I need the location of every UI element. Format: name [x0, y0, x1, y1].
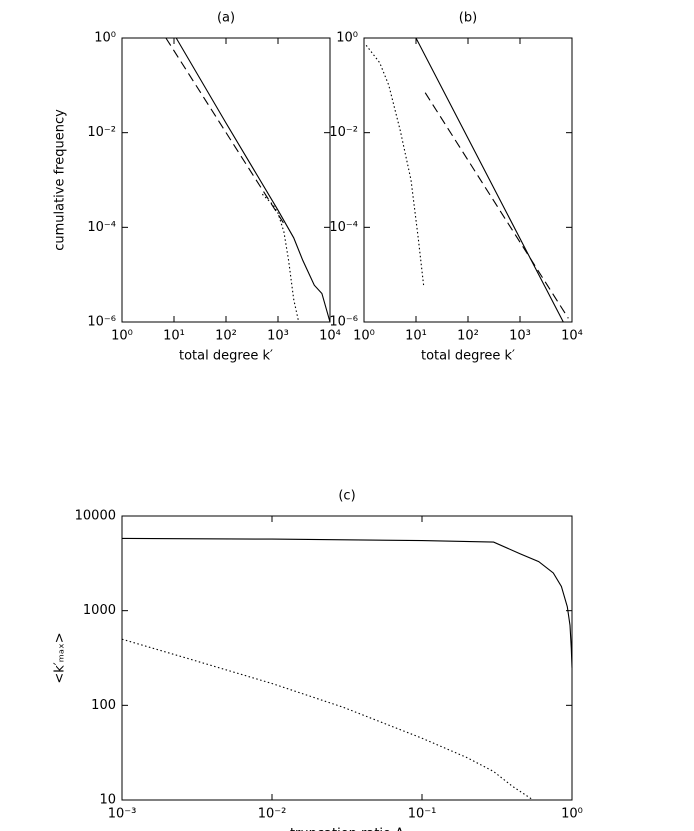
y-tick-label: 10⁰ — [336, 31, 358, 46]
data-line — [122, 37, 331, 323]
y-tick-label: 10⁻⁶ — [87, 315, 116, 330]
y-tick-label: 10⁻⁶ — [329, 315, 358, 330]
x-tick-label: 10⁻² — [258, 807, 287, 822]
y-tick-label: 10 — [99, 793, 116, 808]
chart-title: (c) — [338, 489, 355, 504]
x-tick-label: 10³ — [267, 329, 289, 344]
data-line — [365, 44, 425, 286]
y-tick-label: 10⁻² — [329, 125, 358, 140]
x-tick-label: 10³ — [509, 329, 531, 344]
y-tick-label: 10⁻⁴ — [329, 220, 358, 235]
x-tick-label: 10⁴ — [561, 329, 583, 344]
data-line — [121, 537, 573, 668]
y-tick-label: 10⁻² — [87, 125, 116, 140]
x-tick-label: 10⁰ — [353, 329, 375, 344]
data-line — [121, 638, 534, 801]
x-tick-label: 10¹ — [163, 329, 185, 344]
y-tick-label: 10000 — [75, 509, 116, 524]
chart-title: (a) — [217, 11, 235, 26]
chart-title: (b) — [459, 11, 477, 26]
plot-frame — [121, 37, 331, 323]
x-axis-label: truncation ratio Δ — [290, 827, 404, 831]
x-tick-label: 10¹ — [405, 329, 427, 344]
x-tick-label: 10⁰ — [561, 807, 583, 822]
y-tick-label: 1000 — [83, 603, 116, 618]
x-axis-label: total degree k′ — [421, 349, 515, 364]
y-tick-label: 10⁰ — [94, 31, 116, 46]
data-line — [364, 37, 564, 323]
y-axis-label: <k′ₘₐₓ> — [53, 632, 68, 683]
y-tick-label: 10⁻⁴ — [87, 220, 116, 235]
data-line — [424, 92, 569, 319]
data-line — [165, 37, 285, 224]
x-tick-label: 10⁰ — [111, 329, 133, 344]
x-tick-label: 10² — [215, 329, 237, 344]
data-line — [261, 193, 300, 323]
x-axis-label: total degree k′ — [179, 349, 273, 364]
y-axis-label: cumulative frequency — [53, 109, 68, 251]
x-tick-label: 10² — [457, 329, 479, 344]
y-tick-label: 100 — [91, 698, 116, 713]
x-tick-label: 10⁴ — [319, 329, 341, 344]
x-tick-label: 10⁻¹ — [408, 807, 437, 822]
x-tick-label: 10⁻³ — [108, 807, 137, 822]
plot-frame — [121, 515, 573, 801]
